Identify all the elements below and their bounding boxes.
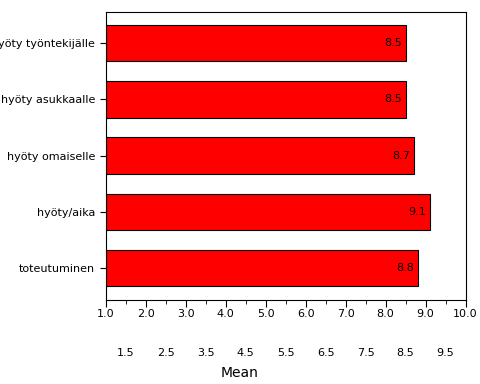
Text: 9.5: 9.5 xyxy=(437,348,455,358)
Text: 8.5: 8.5 xyxy=(384,38,402,48)
Text: 9.1: 9.1 xyxy=(408,207,426,217)
Text: 2.5: 2.5 xyxy=(157,348,174,358)
Text: Mean: Mean xyxy=(221,366,259,380)
Bar xyxy=(106,194,430,230)
Bar xyxy=(106,25,406,61)
Text: 3.5: 3.5 xyxy=(197,348,215,358)
Bar xyxy=(106,137,414,174)
Text: 4.5: 4.5 xyxy=(237,348,254,358)
Text: 8.8: 8.8 xyxy=(396,263,414,273)
Text: 8.5: 8.5 xyxy=(384,94,402,104)
Bar xyxy=(106,250,418,286)
Text: 8.5: 8.5 xyxy=(397,348,414,358)
Text: 7.5: 7.5 xyxy=(357,348,374,358)
Text: 8.7: 8.7 xyxy=(393,151,410,161)
Bar xyxy=(106,81,406,118)
Text: 5.5: 5.5 xyxy=(277,348,294,358)
Text: 6.5: 6.5 xyxy=(317,348,335,358)
Text: 1.5: 1.5 xyxy=(117,348,134,358)
